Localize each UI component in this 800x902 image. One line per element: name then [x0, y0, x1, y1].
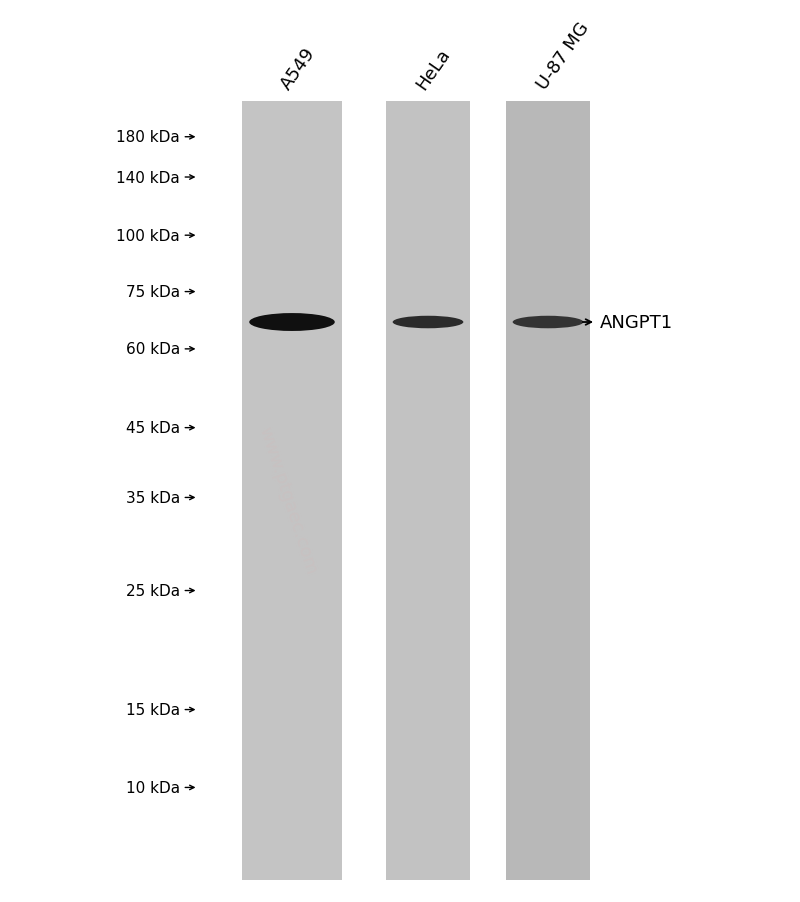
- Text: 75 kDa: 75 kDa: [126, 285, 180, 299]
- Text: 15 kDa: 15 kDa: [126, 703, 180, 717]
- Text: 10 kDa: 10 kDa: [126, 780, 180, 795]
- Ellipse shape: [393, 317, 463, 329]
- Ellipse shape: [250, 314, 334, 332]
- Text: 45 kDa: 45 kDa: [126, 420, 180, 436]
- Text: U-87 MG: U-87 MG: [534, 19, 593, 93]
- Bar: [242, 102, 342, 879]
- Text: HeLa: HeLa: [414, 45, 454, 93]
- Text: A549: A549: [278, 44, 319, 93]
- Text: 180 kDa: 180 kDa: [116, 130, 180, 145]
- Text: www.ptgaec.com: www.ptgaec.com: [255, 424, 321, 575]
- Text: 100 kDa: 100 kDa: [116, 228, 180, 244]
- Text: ANGPT1: ANGPT1: [600, 314, 673, 332]
- Text: 140 kDa: 140 kDa: [116, 170, 180, 185]
- Text: 25 kDa: 25 kDa: [126, 584, 180, 598]
- Bar: [386, 102, 470, 879]
- Ellipse shape: [513, 317, 583, 329]
- Text: 60 kDa: 60 kDa: [126, 342, 180, 357]
- Bar: [506, 102, 590, 879]
- Text: 35 kDa: 35 kDa: [126, 491, 180, 505]
